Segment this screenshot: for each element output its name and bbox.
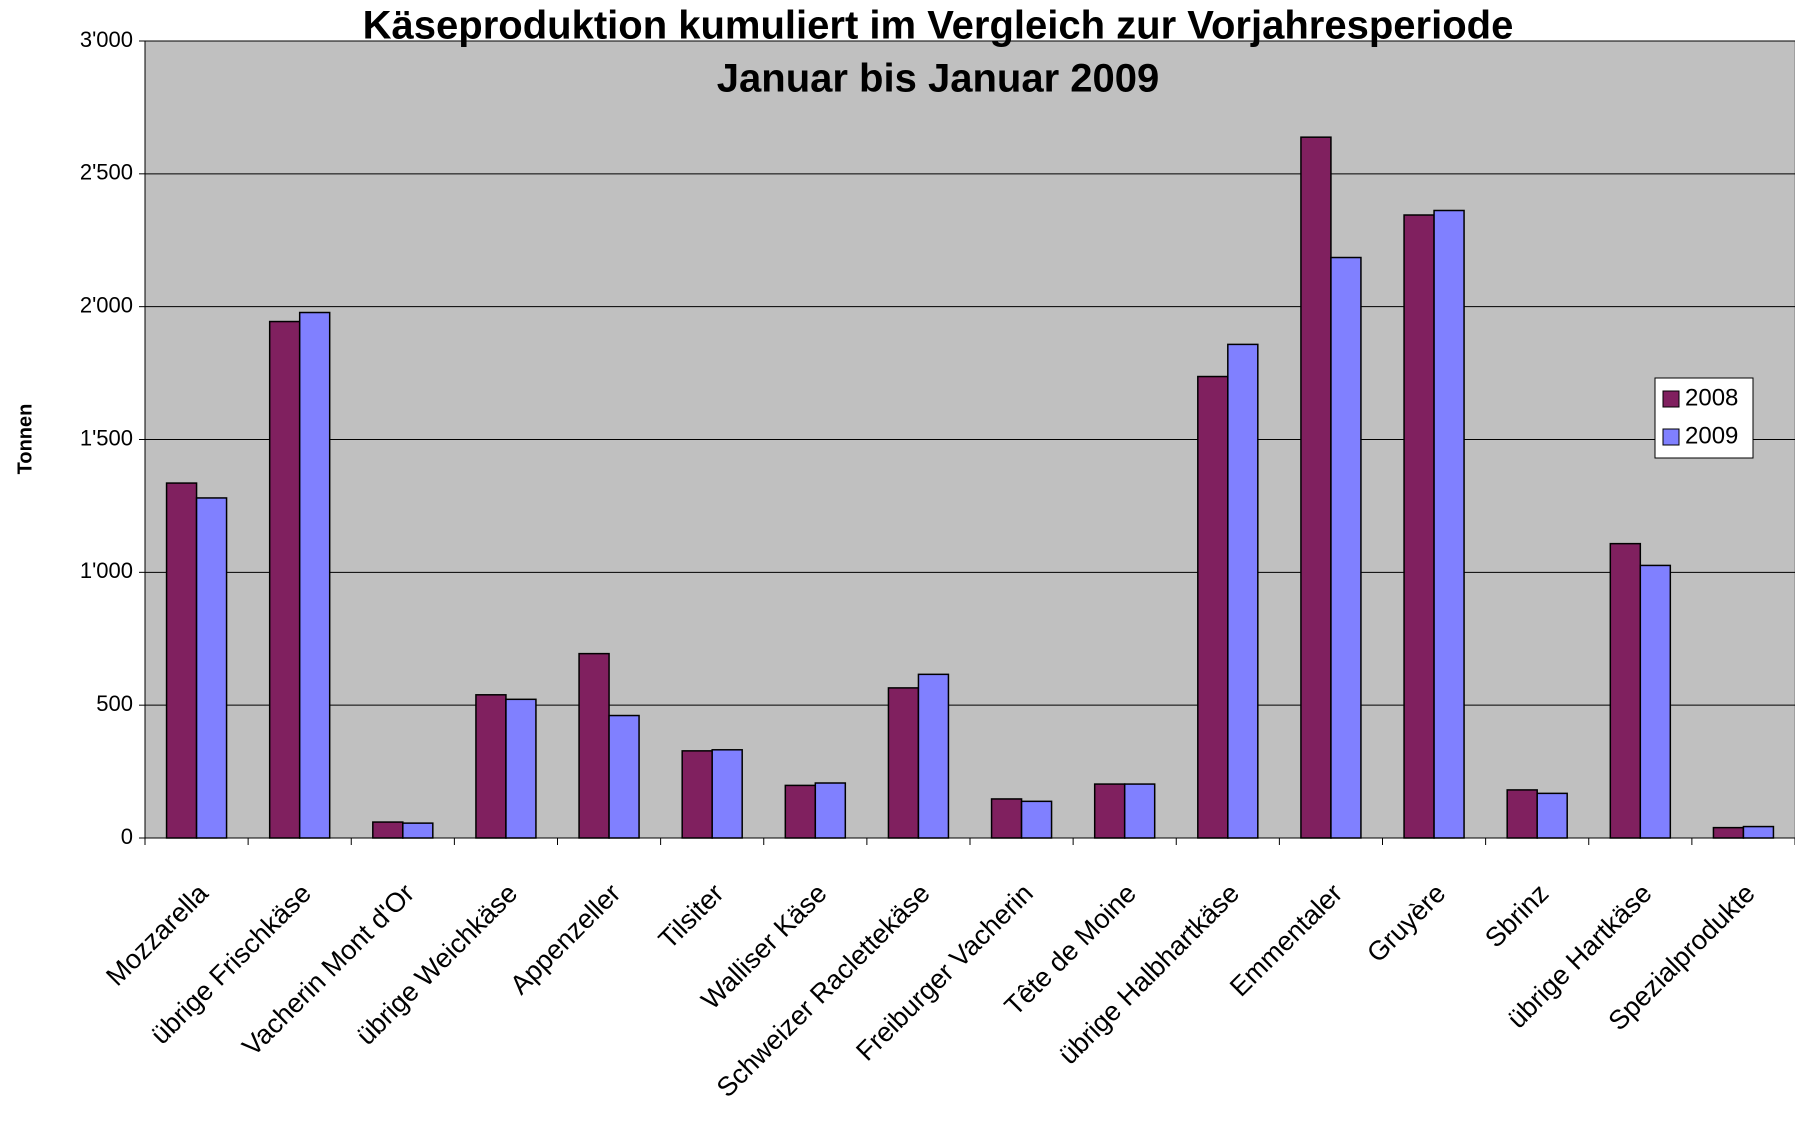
legend-label: 2009 bbox=[1685, 422, 1738, 449]
bar bbox=[1123, 783, 1156, 839]
bar bbox=[1536, 792, 1568, 839]
legend-label: 2008 bbox=[1685, 384, 1738, 411]
bar bbox=[268, 320, 301, 839]
bar bbox=[1742, 825, 1775, 839]
bar bbox=[1300, 136, 1332, 839]
bar bbox=[1197, 375, 1229, 839]
bar bbox=[887, 687, 920, 839]
legend-swatch bbox=[1662, 390, 1680, 408]
y-axis-label: Tonnen bbox=[14, 404, 36, 475]
x-tick-label: Mozzarella bbox=[100, 877, 214, 991]
bar bbox=[1712, 826, 1745, 839]
bar bbox=[372, 821, 404, 839]
bar bbox=[165, 482, 198, 839]
y-tick-label: 2'000 bbox=[80, 292, 133, 317]
x-tick-label: Appenzeller bbox=[504, 878, 626, 1000]
bar bbox=[195, 497, 228, 839]
bar bbox=[784, 784, 817, 839]
bar bbox=[1330, 256, 1362, 839]
bar bbox=[505, 698, 537, 839]
x-tick-label: Schweizer Raclettekäse bbox=[711, 878, 936, 1103]
x-tick-label: Emmentaler bbox=[1224, 878, 1348, 1002]
chart-subtitle: Januar bis Januar 2009 bbox=[717, 57, 1159, 101]
y-tick-label: 3'000 bbox=[80, 27, 133, 52]
bar bbox=[578, 652, 610, 839]
bar bbox=[298, 311, 331, 839]
bar bbox=[608, 714, 640, 839]
x-tick-label: übrige Halbhartkäse bbox=[1053, 878, 1245, 1070]
y-tick-label: 0 bbox=[121, 824, 133, 849]
bar bbox=[1609, 542, 1642, 839]
bar bbox=[711, 749, 743, 839]
y-tick-label: 1'000 bbox=[80, 558, 133, 583]
x-tick-label: Vacherin Mont d'Or bbox=[236, 878, 420, 1062]
bar bbox=[814, 782, 847, 839]
y-tick-label: 2'500 bbox=[80, 160, 133, 185]
bar bbox=[1506, 789, 1538, 839]
x-tick-label: Sbrinz bbox=[1479, 878, 1554, 953]
bar bbox=[402, 822, 434, 839]
x-tick-label: Tilsiter bbox=[653, 878, 730, 955]
bar bbox=[681, 750, 713, 839]
y-tick-label: 1'500 bbox=[80, 425, 133, 450]
y-tick-label: 500 bbox=[96, 691, 133, 716]
bar bbox=[990, 798, 1023, 839]
bar bbox=[1093, 783, 1126, 839]
chart-title: Käseproduktion kumuliert im Vergleich zu… bbox=[363, 4, 1514, 48]
bar bbox=[475, 694, 507, 839]
bar bbox=[1433, 209, 1465, 839]
bar bbox=[1403, 214, 1435, 839]
bar bbox=[1227, 343, 1259, 839]
x-tick-label: Freiburger Vacherin bbox=[850, 878, 1039, 1067]
bar bbox=[1639, 564, 1672, 839]
legend-swatch bbox=[1662, 428, 1680, 446]
bar bbox=[917, 673, 950, 839]
x-tick-label: Gruyère bbox=[1361, 878, 1451, 968]
bar bbox=[1020, 800, 1053, 839]
